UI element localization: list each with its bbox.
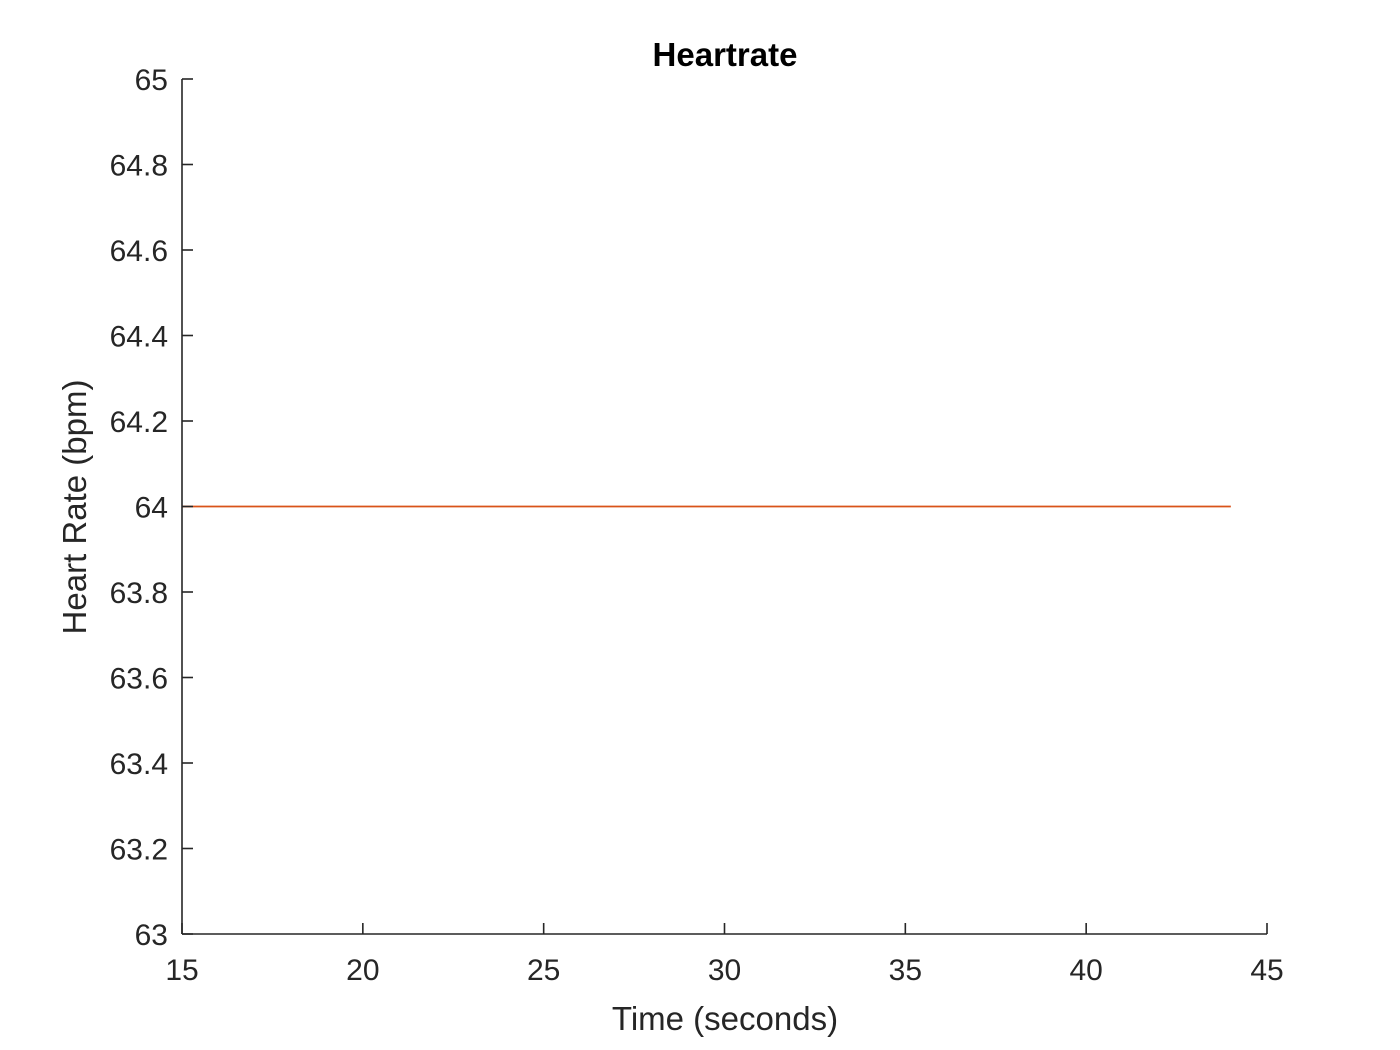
- x-tick-label: 45: [1250, 954, 1283, 987]
- x-tick-label: 15: [165, 954, 198, 987]
- y-tick-label: 63.2: [110, 834, 168, 867]
- y-tick-label: 64: [135, 492, 168, 525]
- y-tick-label: 63.4: [110, 748, 168, 781]
- y-tick-label: 64.4: [110, 321, 168, 354]
- x-tick-label: 40: [1069, 954, 1102, 987]
- x-tick-label: 30: [708, 954, 741, 987]
- x-axis-label: Time (seconds): [612, 1000, 838, 1037]
- chart-title: Heartrate: [653, 36, 798, 73]
- x-axis: 15 20 25 30 35 40 45: [165, 923, 1284, 987]
- y-tick-label: 65: [135, 64, 168, 97]
- y-tick-label: 64.2: [110, 406, 168, 439]
- x-tick-label: 20: [346, 954, 379, 987]
- x-tick-label: 35: [889, 954, 922, 987]
- y-tick-label: 64.8: [110, 150, 168, 183]
- y-axis: 63 63.2 63.4 63.6 63.8 64 64.2 64.4 64.6 64.8 65: [110, 64, 193, 952]
- x-tick-label: 25: [527, 954, 560, 987]
- y-tick-label: 64.6: [110, 235, 168, 268]
- y-tick-label: 63.6: [110, 663, 168, 696]
- y-axis-label: Heart Rate (bpm): [56, 380, 93, 635]
- y-tick-label: 63: [135, 919, 168, 952]
- y-tick-label: 63.8: [110, 577, 168, 610]
